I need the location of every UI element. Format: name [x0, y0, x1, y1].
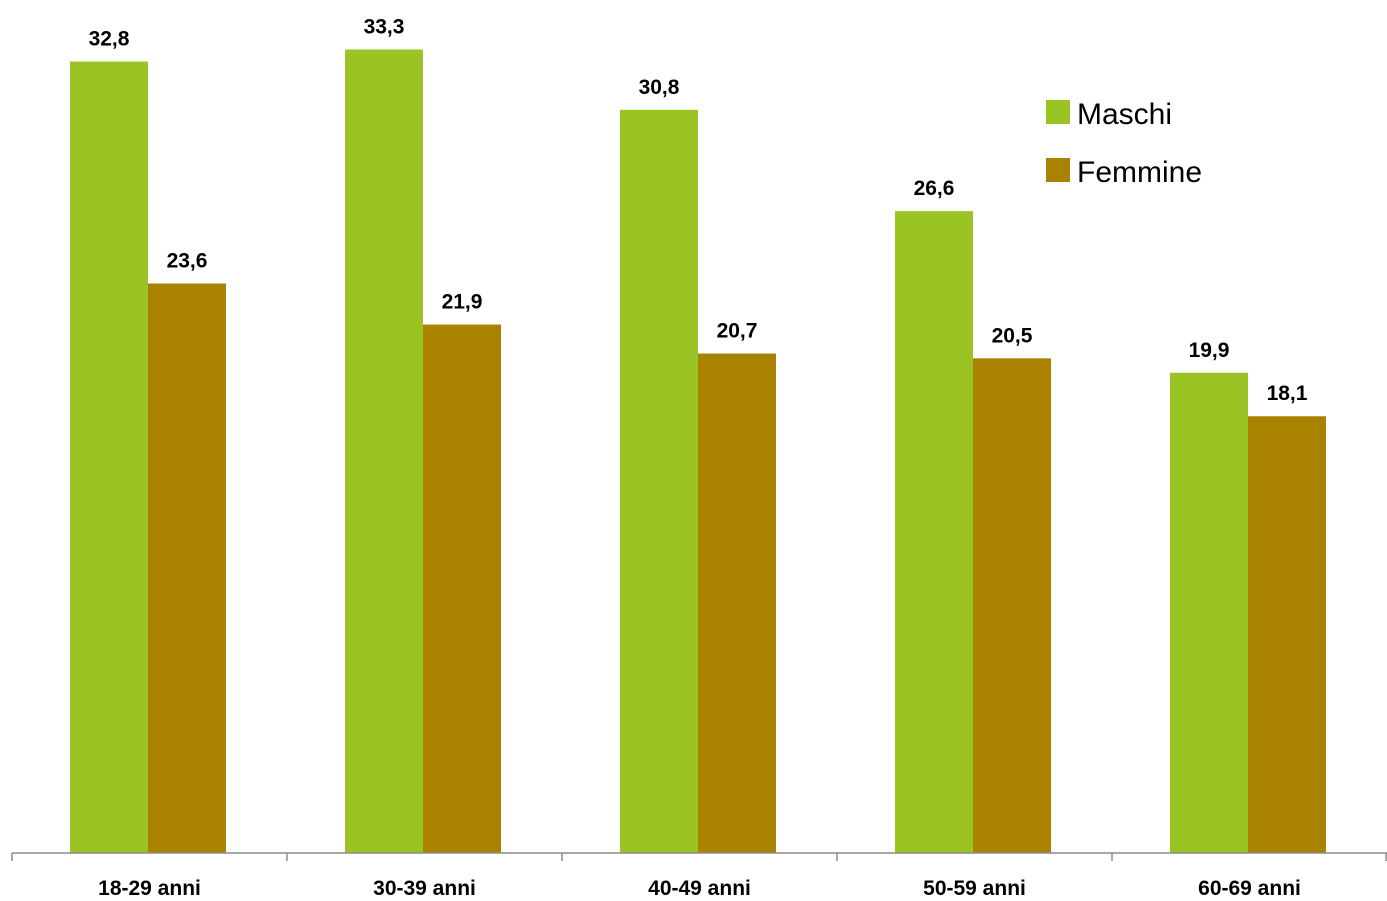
- data-label-maschi-50-59-anni: 26,6: [914, 177, 955, 200]
- bar-femmine-18-29-anni: [148, 283, 226, 854]
- bar-femmine-30-39-anni: [423, 324, 501, 854]
- bar-femmine-60-69-anni: [1248, 416, 1326, 853]
- data-labels-group: 32,8 23,6 33,3 21,9 30,8 20,7 26,6 20,5 19,9 18,1: [89, 15, 1308, 405]
- legend-swatch-femmine: [1046, 158, 1070, 182]
- legend-label-femmine: Femmine: [1077, 156, 1202, 189]
- bar-maschi-18-29-anni: [70, 61, 148, 853]
- bar-maschi-50-59-anni: [895, 211, 973, 854]
- data-label-femmine-40-49-anni: 20,7: [717, 320, 758, 343]
- x-tick-label-18-29-anni: 18-29 anni: [98, 877, 201, 900]
- bar-maschi-60-69-anni: [1170, 372, 1248, 853]
- x-tick-label-50-59-anni: 50-59 anni: [923, 877, 1026, 900]
- data-label-maschi-30-39-anni: 33,3: [364, 15, 405, 38]
- data-label-femmine-18-29-anni: 23,6: [167, 250, 208, 273]
- bar-maschi-30-39-anni: [345, 49, 423, 853]
- bar-maschi-40-49-anni: [620, 109, 698, 853]
- x-tick-label-40-49-anni: 40-49 anni: [648, 877, 751, 900]
- data-label-maschi-18-29-anni: 32,8: [89, 28, 130, 51]
- data-label-maschi-60-69-anni: 19,9: [1189, 339, 1230, 362]
- legend-swatch-maschi: [1046, 100, 1070, 124]
- data-label-maschi-40-49-anni: 30,8: [639, 76, 680, 99]
- x-tick-label-30-39-anni: 30-39 anni: [373, 877, 476, 900]
- bars-group: [70, 49, 1326, 854]
- legend: Maschi Femmine: [1046, 98, 1202, 189]
- x-axis: 18-29 anni 30-39 anni 40-49 anni 50-59 anni…: [11, 852, 1387, 900]
- legend-label-maschi: Maschi: [1077, 98, 1172, 131]
- data-label-femmine-60-69-anni: 18,1: [1267, 382, 1308, 405]
- bar-femmine-50-59-anni: [973, 358, 1051, 853]
- data-label-femmine-50-59-anni: 20,5: [992, 324, 1033, 347]
- bar-femmine-40-49-anni: [698, 353, 776, 853]
- data-label-femmine-30-39-anni: 21,9: [442, 291, 483, 314]
- x-tick-label-60-69-anni: 60-69 anni: [1198, 877, 1301, 900]
